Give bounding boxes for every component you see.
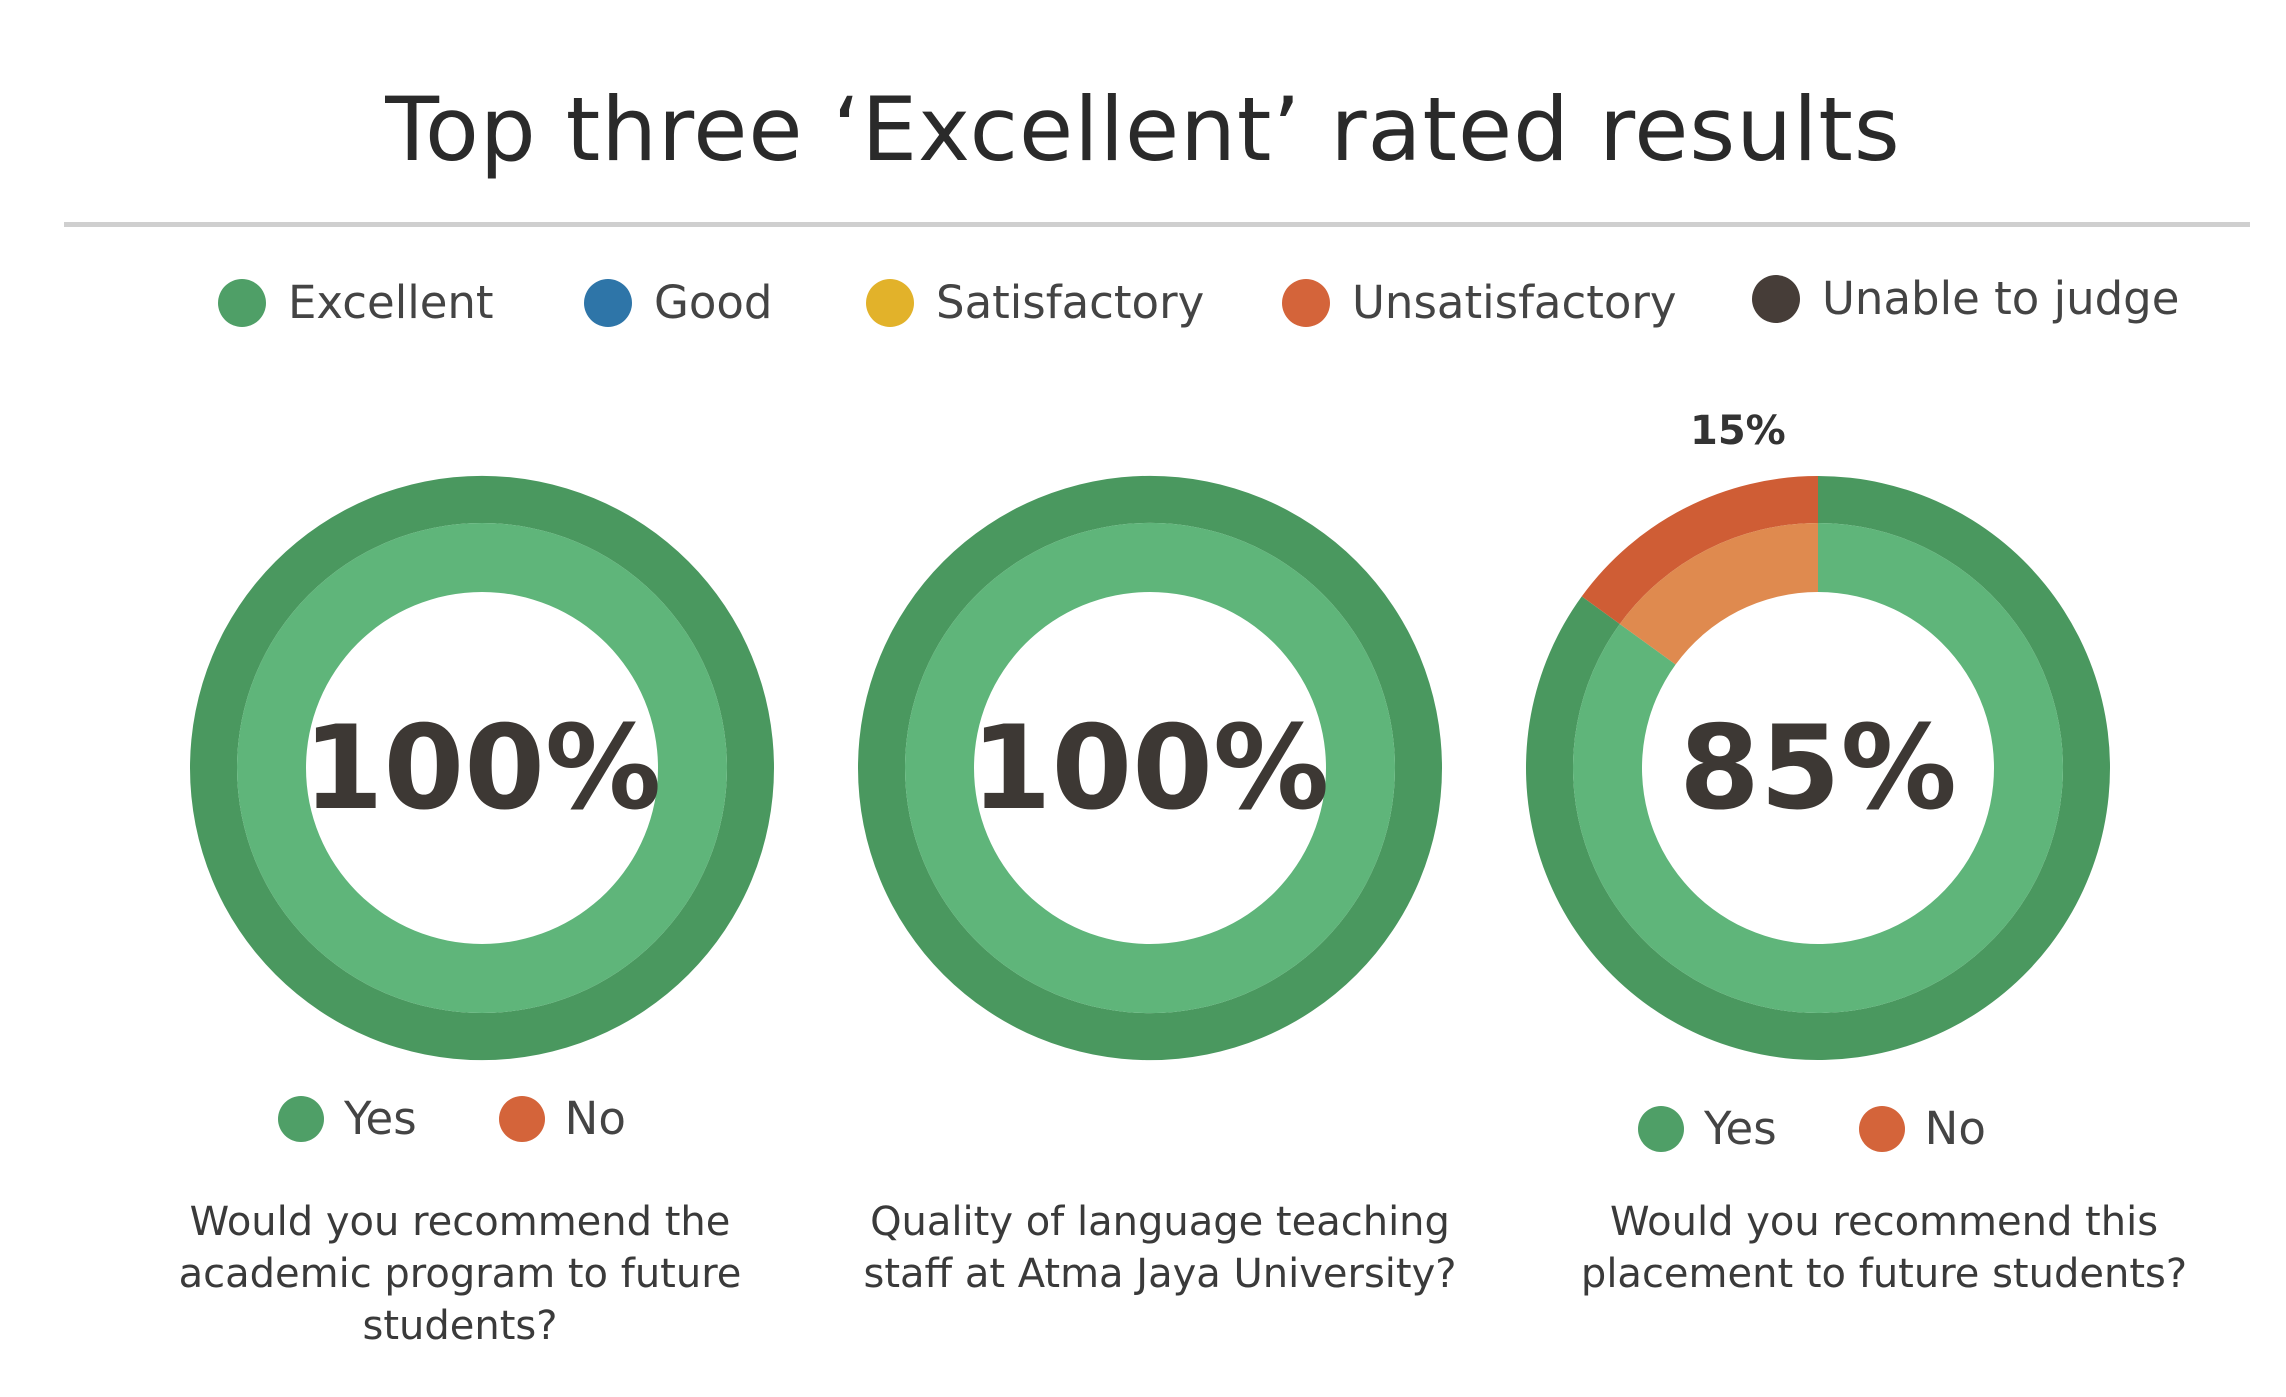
legend-dot-unsatisfactory [1282,278,1330,327]
donut-3-slice-2-outer [1581,476,1818,624]
slice-label-no: 15% [1690,408,1786,454]
legend-label-unsatisfactory: Unsatisfactory [1352,276,1677,329]
legend-dot-satisfactory [866,278,914,327]
donut-2-center-label: 100% [971,701,1329,836]
legend-label-excellent: Excellent [288,276,494,329]
sub-legend-1-dot-no [498,1095,545,1142]
legend-item-satisfactory: Satisfactory [866,276,1204,329]
donut-3-slice-2-inner [1619,523,1818,665]
legend-dot-excellent [218,278,266,327]
legend-dot-good [584,278,632,327]
sub-legend-1-label-no: No [564,1092,626,1145]
legend-dot-unable-to-judge [1752,274,1800,323]
legend-item-good: Good [584,276,773,329]
sub-legend-3-dot-no [1858,1105,1905,1152]
sub-legend-3-dot-yes [1638,1105,1684,1152]
sub-legend-3: Yes No [1638,1102,1986,1155]
legend-item-unsatisfactory: Unsatisfactory [1282,276,1677,329]
question-1: Would you recommend the academic program… [178,1199,742,1349]
question-2: Quality of language teaching staff at At… [863,1199,1457,1297]
donut-1-center-label: 100% [303,701,661,836]
chart-title: Top three ‘Excellent’ rated results [385,78,1901,181]
donut-3-center-label: 85% [1679,701,1957,836]
sub-legend-1-label-yes: Yes [344,1092,417,1145]
legend-label-good: Good [654,276,773,329]
sub-legend-1-dot-yes [278,1095,324,1142]
question-3: Would you recommend this placement to fu… [1580,1199,2188,1297]
sub-legend-3-label-no: No [1924,1102,1986,1155]
legend-item-unable-to-judge: Unable to judge [1752,272,2179,325]
sub-legend-1: Yes No [278,1092,626,1145]
title-divider [64,222,2250,227]
legend-label-satisfactory: Satisfactory [936,276,1205,329]
legend-label-unable-to-judge: Unable to judge [1822,272,2180,325]
main-legend: Excellent Good Satisfactory Unsatisfacto… [0,272,2286,336]
sub-legend-3-label-yes: Yes [1704,1102,1777,1155]
legend-item-excellent: Excellent [218,276,494,329]
